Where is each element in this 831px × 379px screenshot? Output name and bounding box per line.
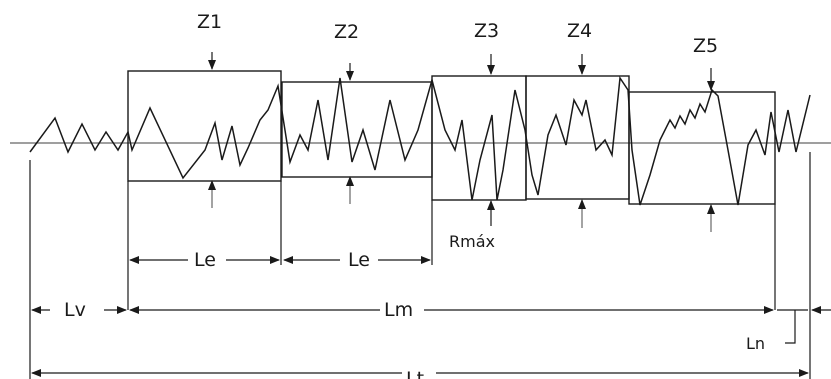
label-z1: Z1: [197, 11, 222, 33]
segment-box-3: [431, 75, 527, 201]
segment-box-5: [628, 91, 776, 205]
valley-arrows: [208, 176, 715, 232]
label-z4: Z4: [567, 20, 592, 42]
label-z3: Z3: [474, 20, 499, 42]
segment-box-1: [127, 70, 282, 182]
label-ln: Ln: [746, 334, 765, 353]
dimension-ln: [777, 306, 831, 344]
label-lv: Lv: [64, 299, 86, 321]
peak-arrows: [208, 52, 715, 91]
extension-lines: [29, 152, 811, 379]
label-le-1: Le: [194, 249, 216, 271]
roughness-profile: [29, 75, 811, 206]
segment-box-2: [281, 81, 433, 178]
label-rmax: Rmáx: [449, 232, 495, 251]
label-z2: Z2: [334, 21, 359, 43]
label-z5: Z5: [693, 35, 718, 57]
label-lt: Lt: [406, 368, 424, 379]
label-le-2: Le: [348, 249, 370, 271]
label-lm: Lm: [384, 299, 413, 321]
